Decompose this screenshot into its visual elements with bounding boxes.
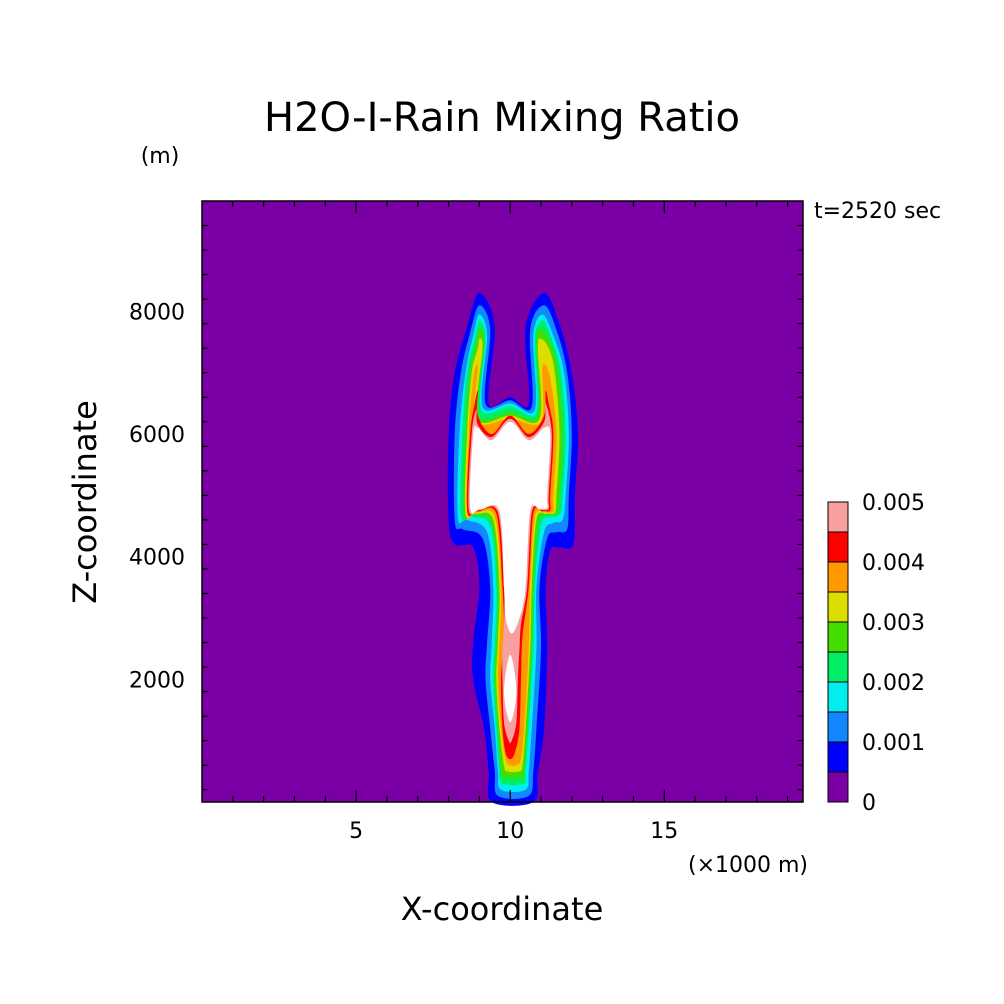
- colorbar-swatch: [827, 741, 849, 773]
- colorbar-label: 0.005: [862, 491, 925, 516]
- colorbar-swatch: [827, 711, 849, 743]
- colorbar-label: 0: [862, 791, 876, 816]
- colorbar-swatch: [827, 681, 849, 713]
- colorbar-swatch: [827, 651, 849, 683]
- x-unit-label: (×1000 m): [688, 853, 808, 878]
- y-tick-label: 8000: [129, 300, 185, 325]
- colorbar-swatch: [827, 501, 849, 533]
- x-tick-label: 10: [496, 819, 524, 844]
- colorbar-label: 0.003: [862, 611, 925, 636]
- colorbar-labels: 0 0.001 0.002 0.003 0.004 0.005: [862, 491, 925, 816]
- x-tick-label: 15: [650, 819, 678, 844]
- colorbar-swatch: [827, 771, 849, 803]
- axis-ticks: [202, 201, 803, 802]
- colorbar-label: 0.001: [862, 731, 925, 756]
- plot-frame: [201, 200, 804, 803]
- colorbar-swatch: [827, 621, 849, 653]
- time-label: t=2520 sec: [814, 199, 941, 224]
- x-axis-label: X-coordinate: [401, 890, 604, 928]
- colorbar-swatch: [827, 561, 849, 593]
- y-tick-label: 6000: [129, 423, 185, 448]
- y-axis-label: Z-coordinate: [66, 400, 104, 604]
- contour-bands: [447, 292, 579, 806]
- colorbar: [827, 501, 849, 803]
- colorbar-label: 0.004: [862, 551, 925, 576]
- axis-tick-labels: 5 10 15 2000 4000 6000 8000: [129, 300, 678, 844]
- contour-band-10: [504, 654, 517, 723]
- x-tick-label: 5: [349, 819, 363, 844]
- contour-band-9: [469, 421, 551, 634]
- y-unit-label: (m): [141, 144, 180, 169]
- colorbar-swatch: [827, 591, 849, 623]
- plot-border: [201, 200, 804, 803]
- chart-title: H2O-I-Rain Mixing Ratio: [264, 95, 740, 141]
- y-tick-label: 4000: [129, 546, 185, 571]
- y-tick-label: 2000: [129, 668, 185, 693]
- colorbar-label: 0.002: [862, 671, 925, 696]
- colorbar-swatch: [827, 531, 849, 563]
